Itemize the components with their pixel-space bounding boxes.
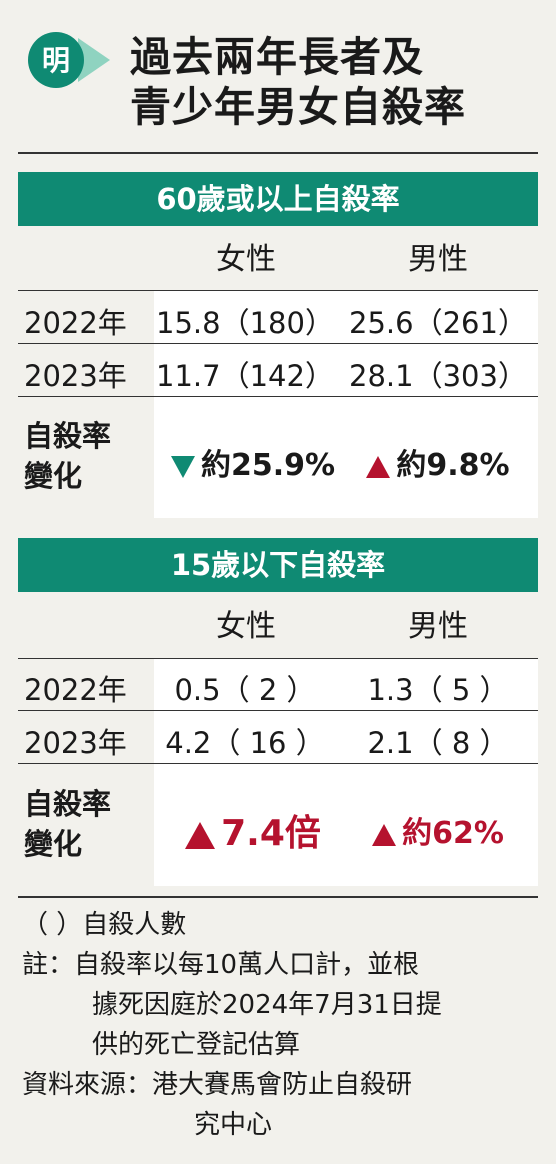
- change-label-line-2: 變化: [24, 459, 83, 493]
- row-divider: [18, 658, 538, 659]
- logo-text: 明: [42, 44, 70, 77]
- row-year: 2022年: [24, 673, 127, 707]
- row-divider: [18, 290, 538, 291]
- col-header-female: 女性: [216, 242, 276, 277]
- value-male: 25.6（261）: [349, 306, 527, 340]
- change-label-line-1: 自殺率: [24, 787, 112, 821]
- change-male: 約62%: [345, 808, 531, 852]
- change-label: 自殺率 變化: [24, 416, 111, 496]
- source-line: 資料來源：港大賽馬會防止自殺研: [22, 1070, 413, 1100]
- value-female: 4.2（ 16 ）: [165, 726, 325, 760]
- change-male-value: 約9.8%: [396, 448, 510, 483]
- legend-note: （ ）自殺人數: [22, 910, 187, 940]
- col-header-male: 男性: [408, 609, 468, 644]
- section-1-data-panel: [154, 290, 538, 518]
- up-triangle-icon: [185, 821, 216, 849]
- change-label-line-1: 自殺率: [24, 419, 112, 453]
- page-title: 過去兩年長者及 青少年男女自殺率: [130, 32, 466, 132]
- value-male: 2.1（ 8 ）: [367, 726, 509, 760]
- title-line-1: 過去兩年長者及: [130, 33, 424, 81]
- change-female-value: 約25.9%: [200, 448, 336, 483]
- notes: （ ）自殺人數 註：自殺率以每10萬人口計，並根 據死因庭於2024年7月31日…: [22, 905, 442, 1145]
- footnote-line: 供的死亡登記估算: [92, 1030, 301, 1060]
- value-female: 0.5（ 2 ）: [174, 673, 316, 707]
- change-female: 約25.9%: [160, 440, 346, 484]
- value-male: 1.3（ 5 ）: [367, 673, 509, 707]
- row-divider: [18, 763, 538, 764]
- footnote-line: 據死因庭於2024年7月31日提: [92, 990, 442, 1020]
- section-1-title: 60歲或以上自殺率: [18, 172, 538, 226]
- row-year: 2023年: [24, 726, 127, 760]
- value-male: 28.1（303）: [349, 359, 527, 393]
- footnote-line: 註：自殺率以每10萬人口計，並根: [22, 950, 420, 980]
- up-triangle-icon: [372, 823, 397, 846]
- change-female: 7.4倍: [160, 804, 346, 856]
- value-female: 11.7（142）: [156, 359, 334, 393]
- source-line: 究中心: [194, 1110, 273, 1140]
- row-year: 2022年: [24, 306, 127, 340]
- change-female-value: 7.4倍: [221, 813, 321, 854]
- up-triangle-icon: [366, 455, 391, 478]
- change-label-line-2: 變化: [24, 827, 83, 861]
- header-divider: [18, 152, 538, 154]
- row-divider: [18, 710, 538, 711]
- ming-pao-logo: 明: [28, 32, 110, 88]
- change-male-value: 約62%: [402, 816, 504, 851]
- down-triangle-icon: [170, 455, 195, 478]
- title-line-2: 青少年男女自殺率: [130, 83, 466, 131]
- notes-divider: [18, 896, 538, 898]
- row-divider: [18, 396, 538, 397]
- col-header-female: 女性: [216, 609, 276, 644]
- header: 明 過去兩年長者及 青少年男女自殺率: [0, 0, 556, 150]
- change-label: 自殺率 變化: [24, 784, 111, 864]
- row-divider: [18, 343, 538, 344]
- change-male: 約9.8%: [345, 440, 531, 484]
- value-female: 15.8（180）: [156, 306, 334, 340]
- row-year: 2023年: [24, 359, 127, 393]
- col-header-male: 男性: [408, 242, 468, 277]
- section-2-title: 15歲以下自殺率: [18, 538, 538, 592]
- section-2-data-panel: [154, 658, 538, 886]
